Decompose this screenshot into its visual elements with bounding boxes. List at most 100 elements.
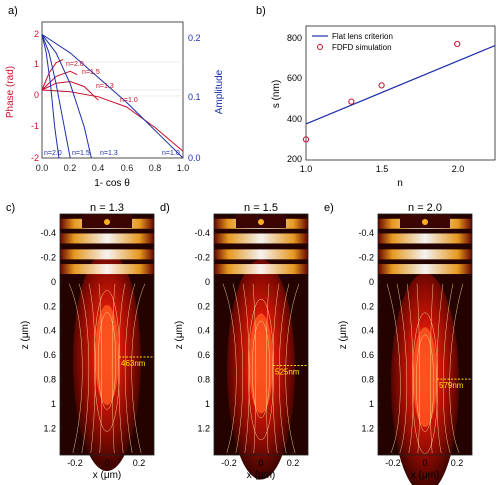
- field-contour: [251, 320, 271, 419]
- lens-source: [258, 219, 264, 225]
- fdfd-simulation-point: [348, 98, 355, 105]
- field-panel-title: n = 2.0: [408, 202, 442, 214]
- field-panel-title: n = 1.3: [90, 202, 124, 214]
- field-panel-letter: d): [160, 202, 170, 214]
- b-legend-line-label: Flat lens criterion: [332, 32, 393, 41]
- a-left-tick: -2: [31, 153, 39, 163]
- a-right-tick: 0.0: [188, 153, 201, 163]
- fdfd-simulation-point: [302, 136, 310, 143]
- amplitude-curve-n-1-5: [41, 34, 71, 159]
- field-contour: [68, 283, 146, 454]
- z-tick-label: -0.4: [194, 228, 210, 238]
- x-tick-label: -0.2: [385, 458, 401, 468]
- phase-curve-n-1-3: [41, 80, 99, 101]
- lens-band: [378, 249, 472, 260]
- field-contour: [88, 283, 126, 454]
- a-right-tick: 0.1: [188, 92, 201, 102]
- a-amp-label: n=1.0: [162, 150, 180, 157]
- z-axis-label: z (μm): [174, 321, 185, 350]
- a-x-tick: 0.6: [121, 163, 134, 173]
- field-panel-title: n = 1.5: [244, 202, 278, 214]
- a-right-tick: 0.2: [188, 33, 201, 43]
- z-tick-label: -0.4: [358, 228, 374, 238]
- phase-curve-n-1-5: [41, 70, 78, 91]
- a-amp-label: n=1.3: [100, 150, 118, 157]
- field-contour: [242, 283, 280, 454]
- amplitude-curve-n-1-3: [41, 34, 92, 159]
- lens-band: [214, 249, 308, 260]
- a-left-tick: 2: [34, 29, 39, 39]
- z-tick-label: 1.2: [361, 424, 374, 434]
- b-legend-marker-label: FDFD simulation: [332, 43, 392, 52]
- z-tick-label: 0.4: [197, 326, 210, 336]
- z-tick-label: -0.4: [40, 228, 56, 238]
- b-y-tick: 600: [287, 73, 302, 83]
- flat-lens-criterion-line: [305, 45, 496, 125]
- field-contours: [68, 283, 146, 454]
- z-tick-label: 0.2: [361, 301, 374, 311]
- a-left-axis-label: Phase (rad): [5, 66, 16, 118]
- a-x-tick: 0.8: [149, 163, 162, 173]
- x-tick-label: 0: [422, 458, 427, 468]
- a-amp-label: n=2.0: [44, 150, 62, 157]
- lens-band: [60, 233, 154, 244]
- focus-distance-label: 463nm: [121, 359, 146, 368]
- field-contour: [406, 283, 444, 454]
- lens-source: [422, 219, 428, 225]
- panel-b-letter: b): [256, 5, 266, 17]
- fdfd-simulation-point: [454, 40, 461, 48]
- field-contours: [222, 283, 300, 454]
- field-panel-c: c) n = 1.3 463nm -0.4 -0.2 0 0.2 0.4 0.6 0.8 1 1.2 z…: [6, 202, 155, 481]
- z-tick-label: -0.2: [194, 252, 210, 262]
- b-y-tick: 800: [287, 33, 302, 43]
- z-axis-label: z (μm): [20, 321, 31, 350]
- z-tick-label: 0.8: [361, 375, 374, 385]
- b-legend-marker-swatch: [317, 44, 323, 50]
- z-axis-label: z (μm): [338, 321, 349, 350]
- b-y-tick: 400: [287, 114, 302, 124]
- a-x-tick: 1.0: [177, 163, 190, 173]
- z-tick-label: 0: [369, 277, 374, 287]
- a-amplitude-curves: [41, 33, 184, 159]
- z-tick-label: 0.6: [197, 350, 210, 360]
- field-contour: [415, 334, 435, 432]
- z-tick-label: 0.2: [197, 301, 210, 311]
- a-left-tick: 0: [34, 90, 39, 100]
- x-axis-label: x (μm): [93, 470, 122, 481]
- field-contour: [247, 298, 275, 441]
- a-phase-label: n=1.3: [96, 83, 114, 90]
- z-tick-label: 0: [51, 277, 56, 287]
- field-contour: [78, 283, 136, 454]
- z-tick-label: -0.2: [358, 252, 374, 262]
- lens-band: [60, 264, 154, 275]
- b-y-axis-label: s (nm): [271, 80, 282, 108]
- a-x-tick: 0.4: [92, 163, 105, 173]
- z-tick-label: 1: [51, 399, 56, 409]
- z-tick-label: -0.2: [40, 252, 56, 262]
- x-axis-label: x (μm): [247, 470, 276, 481]
- field-contours: [386, 283, 464, 454]
- focal-core: [413, 327, 437, 428]
- field-contour: [386, 283, 464, 454]
- x-tick-label: 0.2: [287, 458, 300, 468]
- x-tick-label: -0.2: [221, 458, 237, 468]
- b-x-tick: 2.0: [452, 164, 465, 174]
- panel-b-frame: [305, 25, 496, 161]
- z-tick-label: 1: [369, 399, 374, 409]
- x-tick-label: -0.2: [67, 458, 83, 468]
- x-axis-label: x (μm): [411, 470, 440, 481]
- z-tick-label: 0.4: [43, 326, 56, 336]
- x-tick-label: 0.2: [451, 458, 464, 468]
- panel-b: b) 800 600 400 200 s (nm) 1.0 1.5 2.0 n …: [256, 5, 496, 189]
- amplitude-curve-n-1-0: [41, 33, 184, 159]
- lens-band: [378, 264, 472, 275]
- a-x-tick: 0.0: [36, 163, 49, 173]
- lens-band: [214, 264, 308, 275]
- a-x-tick: 0.2: [64, 163, 77, 173]
- a-amp-label: n=1.5: [72, 150, 90, 157]
- field-contour: [93, 290, 121, 432]
- a-phase-label: n=2.0: [66, 61, 84, 68]
- lens-band: [378, 233, 472, 244]
- z-tick-label: 0.8: [197, 375, 210, 385]
